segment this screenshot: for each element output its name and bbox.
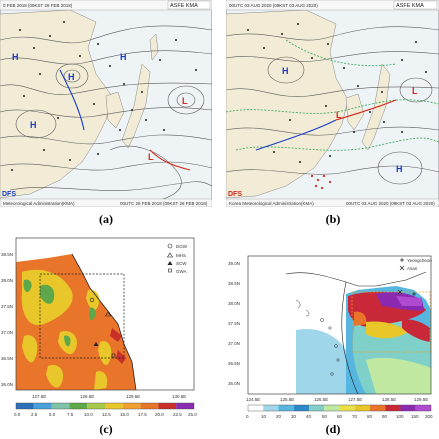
chart-b-high-2: H [396,164,403,174]
map-c-cbar-6: 15.0 [120,412,129,417]
map-c-xtick-3: 130.5E [172,394,186,399]
map-c-cbar-1: 2.5 [31,412,38,417]
chart-a-low-1: L [182,96,188,106]
map-d-cbar-4: 40 [306,414,312,419]
panel-label-a: (a) [99,212,113,226]
map-d-xtick-4: 128.5E [382,397,396,402]
chart-b-dfs-logo: DFS [228,191,242,198]
map-d-ytick-6: 36.0N [228,381,240,386]
map-d-ytick-1: 38.5N [228,281,240,286]
map-c-cbar-8: 20.0 [155,412,164,417]
map-panel-c: 38.5N 38.0N 37.5N 37.0N 36.5N 36.0N 127.… [0,232,212,418]
map-c-ytick-0: 38.5N [1,252,13,257]
chart-b-footer-date: 00UTC 03 AUG 2020 (09KST 03 AUG 2020) [346,201,435,206]
chart-a-header-date: 0 FEB 2018 (09KST 28 FEB 2018) [3,3,73,8]
map-c-ytick-5: 36.0N [1,382,13,387]
chart-a-high-3: H [120,52,127,62]
map-c-cbar-5: 12.5 [102,412,111,417]
map-d-cbar-3: 30 [291,414,297,419]
weather-chart-a: 0 FEB 2018 (09KST 28 FEB 2018) ASFE KMA … [0,0,212,207]
map-d-cbar-6: 60 [337,414,343,419]
map-c-ytick-1: 38.0N [1,278,13,283]
chart-b-low-2: L [336,110,342,120]
chart-a-footer-date: 00UTC 28 FEB 2018 (09KST 28 FEB 2018) [120,201,208,206]
map-d-cbar-8: 80 [367,414,373,419]
weather-chart-b-svg: 00UTC 03 AUG 2020 (09KST 03 AUG 2020) AS… [226,0,439,207]
study-area-box-d [351,291,431,353]
map-d-legend-0: Yeongcheon [407,258,432,263]
map-c-cbar-7: 17.5 [138,412,147,417]
chart-a-agency-box: ASFE KMA [170,3,198,9]
map-d-cbar-10: 100 [396,414,404,419]
chart-b-agency-box: ASFE KMA [396,3,424,9]
station-markers-c [89,297,116,358]
map-d-xtick-3: 127.5E [348,397,362,402]
station-markers-d [397,289,416,296]
map-d-legend-1: Asan [407,266,418,271]
chart-a-high-1: H [68,72,75,82]
map-d-svg: 39.0N 38.5N 38.0N 37.5N 37.0N 36.5N 36.0… [228,255,433,419]
weather-chart-a-svg: 0 FEB 2018 (09KST 28 FEB 2018) ASFE KMA … [0,0,212,207]
map-d-cbar-12: 300 [425,414,433,419]
map-c-legend-1: MHS [176,253,186,258]
map-c-legend-2: SCW [176,261,187,266]
map-c-cbar-2: 5.0 [49,412,56,417]
map-c-ytick-4: 36.5N [1,356,13,361]
chart-a-high-2: H [30,120,37,130]
map-c-xtick-0: 127.5E [32,394,46,399]
map-c-cbar-3: 7.5 [67,412,74,417]
map-c-cbar-4: 10.0 [84,412,93,417]
map-d-xtick-5: 129.5E [414,397,428,402]
map-d-xtick-2: 126.5E [314,397,328,402]
chart-b-low-1: L [412,86,418,96]
map-d-ytick-0: 39.0N [228,261,240,266]
map-d-ytick-3: 37.5N [228,321,240,326]
panel-label-d: (d) [325,422,341,436]
map-d-legend: Yeongcheon Asan [399,258,432,271]
panel-label-c: (c) [99,422,113,436]
map-d-cbar-2: 20 [276,414,282,419]
map-d-cbar-0: 0 [246,414,249,419]
map-d-ytick-4: 37.0N [228,341,240,346]
map-c-cbar-9: 22.5 [173,412,182,417]
map-c-legend-3: GWA [176,269,187,274]
map-c-xtick-2: 129.5E [126,394,140,399]
map-d-ytick-2: 38.0N [228,301,240,306]
map-c-cbar-0: 0.0 [14,412,21,417]
map-panel-d: 39.0N 38.5N 38.0N 37.5N 37.0N 36.5N 36.0… [226,250,439,420]
chart-a-dfs-logo: DFS [2,191,16,198]
map-c-xtick-1: 128.5E [80,394,94,399]
weather-chart-b: 00UTC 03 AUG 2020 (09KST 03 AUG 2020) AS… [226,0,439,207]
map-d-cbar-11: 150 [411,414,419,419]
map-c-svg: 38.5N 38.0N 37.5N 37.0N 36.5N 36.0N 127.… [1,237,197,417]
chart-b-header-date: 00UTC 03 AUG 2020 (09KST 03 AUG 2020) [229,3,318,8]
map-d-cbar-5: 50 [322,414,328,419]
chart-a-low-2: L [148,152,154,162]
chart-b-footer-agency: Korea Meteorological Administration(KMA) [229,201,314,206]
map-d-xtick-0: 124.5E [246,397,260,402]
map-c-ytick-3: 37.0N [1,330,13,335]
chart-b-high-1: H [282,66,289,76]
chart-a-footer-agency: Meteorological Administration(KMA) [3,201,75,206]
map-d-cbar-1: 10 [261,414,267,419]
study-area-box-c [39,273,125,359]
map-d-cbar-9: 90 [382,414,388,419]
map-c-legend: DGW MHS SCW GWA [166,243,188,274]
chart-a-high-4: H [12,52,19,62]
map-d-ytick-5: 36.5N [228,361,240,366]
panel-label-b: (b) [325,212,341,226]
map-c-ytick-2: 37.5N [1,304,13,309]
map-c-cbar-10: 25.0 [188,412,197,417]
map-d-colorbar [247,404,432,412]
map-d-xtick-1: 125.5E [280,397,294,402]
map-d-cbar-7: 70 [352,414,358,419]
map-c-legend-0: DGW [176,244,188,249]
map-c-colorbar [15,402,195,410]
